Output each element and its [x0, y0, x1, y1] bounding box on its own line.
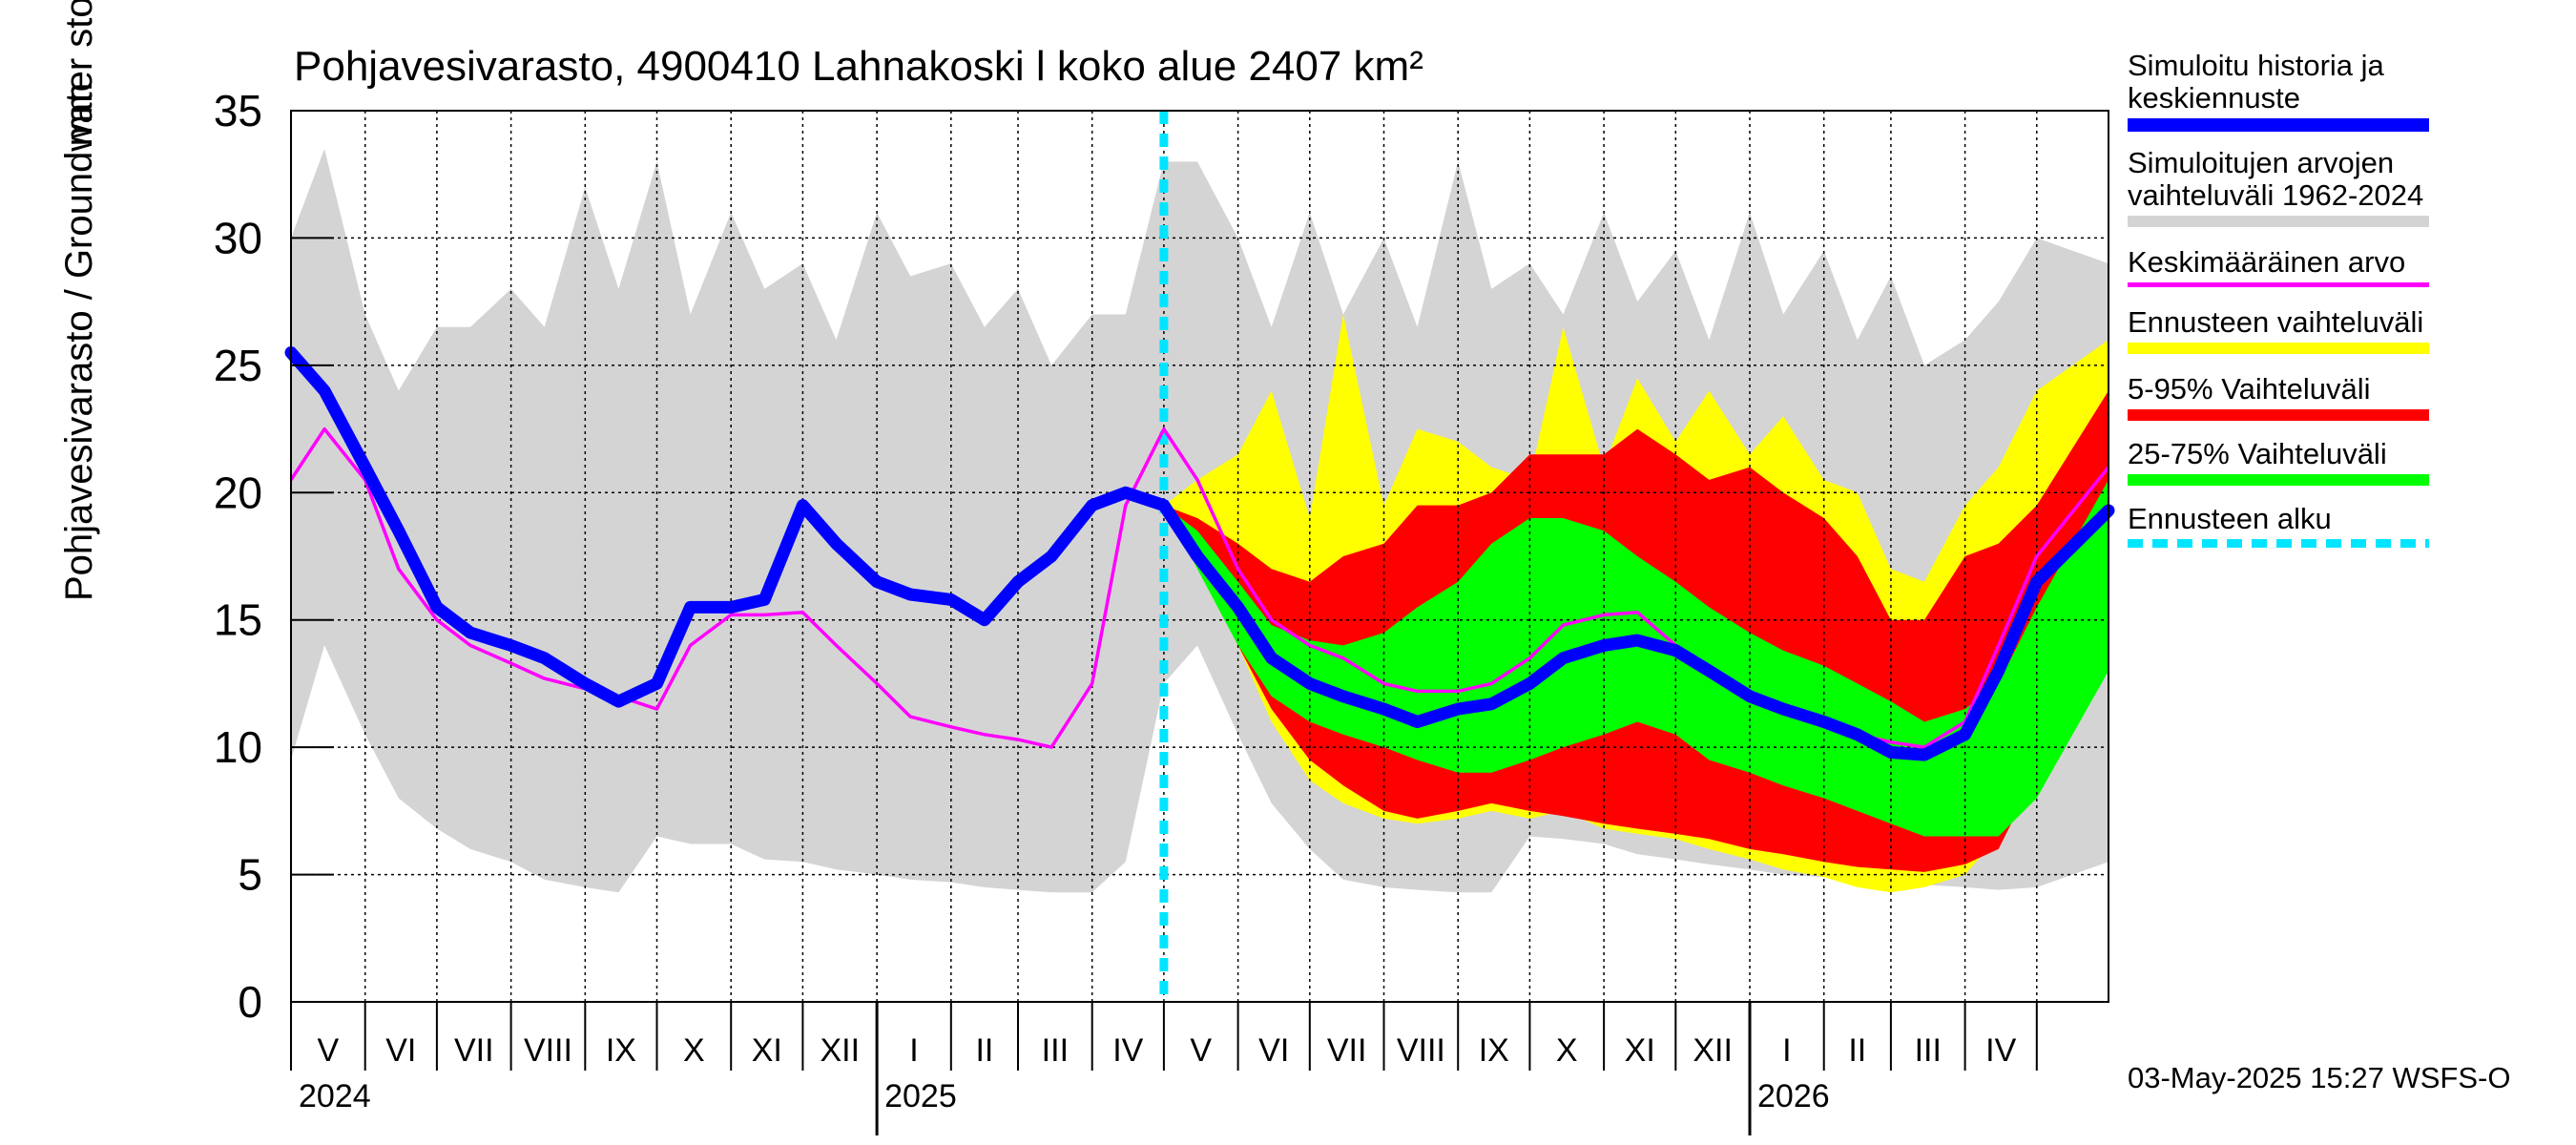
history-forecast-line — [284, 346, 2115, 761]
legend-label: Keskimääräinen arvo — [2128, 245, 2406, 279]
x-tick-label: V — [318, 1032, 340, 1069]
legend-label: Simuloitujen arvojen vaihteluväli 1962-2… — [2128, 146, 2424, 212]
y-tick-label: 20 — [214, 468, 262, 517]
legend-label: Simuloitu historia ja keskiennuste — [2128, 49, 2384, 114]
legend-item: Ennusteen vaihteluväli — [2128, 306, 2471, 354]
legend-item: Simuloitujen arvojen vaihteluväli 1962-2… — [2128, 147, 2471, 227]
x-tick-label: X — [1556, 1032, 1578, 1069]
legend-swatch — [2128, 539, 2429, 548]
x-tick-label: IV — [1112, 1032, 1143, 1069]
x-tick-label: VI — [385, 1032, 416, 1069]
year-label: 2025 — [884, 1078, 957, 1114]
legend: Simuloitu historia ja keskiennuste Simulo… — [2128, 50, 2471, 548]
legend-item: Simuloitu historia ja keskiennuste — [2128, 50, 2471, 132]
x-tick-label: X — [683, 1032, 705, 1069]
x-tick-label: II — [1848, 1032, 1866, 1069]
x-tick-label: IX — [1479, 1032, 1509, 1069]
x-tick-label: VII — [1327, 1032, 1367, 1069]
legend-swatch — [2128, 216, 2429, 227]
legend-item: 5-95% Vaihteluväli — [2128, 373, 2471, 421]
x-tick-label: XII — [1693, 1032, 1733, 1069]
timestamp: 03-May-2025 15:27 WSFS-O — [2128, 1061, 2511, 1094]
x-tick-label: XI — [1625, 1032, 1655, 1069]
y-tick-label: 25 — [214, 341, 262, 390]
legend-item: Ennusteen alku — [2128, 503, 2471, 548]
bands-layer — [291, 149, 2109, 893]
legend-item: Keskimääräinen arvo — [2128, 246, 2471, 287]
plot-frame — [290, 110, 2109, 1003]
legend-swatch — [2128, 409, 2429, 421]
x-tick-label: VIII — [1397, 1032, 1445, 1069]
legend-label: Ennusteen alku — [2128, 502, 2332, 535]
legend-label: Ennusteen vaihteluväli — [2128, 305, 2424, 339]
x-tick-label: VI — [1258, 1032, 1289, 1069]
x-tick-label: IX — [606, 1032, 636, 1069]
y-tick-label: 30 — [214, 213, 262, 262]
x-tick-label: VII — [454, 1032, 494, 1069]
x-tick-label: III — [1915, 1032, 1942, 1069]
lines-layer — [284, 111, 2115, 1002]
y-tick-label: 15 — [214, 595, 262, 645]
legend-item: 25-75% Vaihteluväli — [2128, 438, 2471, 486]
legend-label: 25-75% Vaihteluväli — [2128, 437, 2387, 470]
x-tick-label: XI — [752, 1032, 782, 1069]
legend-swatch — [2128, 118, 2429, 132]
y-tick-label: 0 — [238, 977, 262, 1027]
chart-title: Pohjavesivarasto, 4900410 Lahnakoski l k… — [294, 43, 1423, 90]
y-axis-label: Pohjavesivarasto / Groundwater storage — [58, 0, 100, 601]
y-tick-label: 5 — [238, 850, 262, 900]
year-label: 2026 — [1757, 1078, 1830, 1114]
legend-swatch — [2128, 282, 2429, 287]
year-label: 2024 — [299, 1078, 371, 1114]
x-tick-label: I — [909, 1032, 918, 1069]
x-tick-label: XII — [820, 1032, 860, 1069]
x-tick-label: III — [1042, 1032, 1069, 1069]
x-tick-label: II — [975, 1032, 993, 1069]
y-tick-label: 35 — [214, 86, 262, 135]
x-tick-label: I — [1782, 1032, 1791, 1069]
y-tick-label: 10 — [214, 722, 262, 772]
x-tick-label: V — [1190, 1032, 1212, 1069]
legend-swatch — [2128, 474, 2429, 486]
grid-layer — [291, 110, 2109, 1002]
legend-swatch — [2128, 343, 2429, 354]
legend-label: 5-95% Vaihteluväli — [2128, 372, 2371, 406]
y-axis-unit: mm — [58, 83, 100, 147]
x-tick-label: VIII — [524, 1032, 572, 1069]
x-tick-label: IV — [1985, 1032, 2016, 1069]
